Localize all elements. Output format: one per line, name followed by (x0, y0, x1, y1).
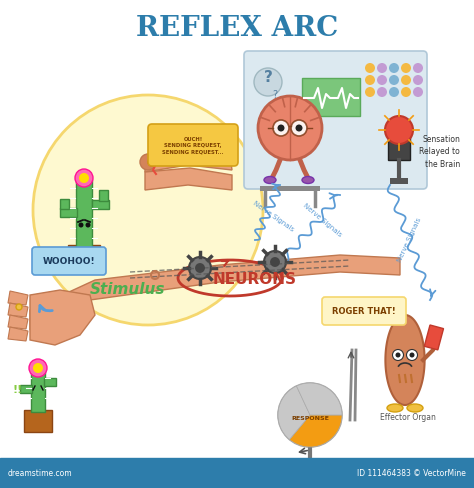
Circle shape (377, 87, 387, 97)
Ellipse shape (407, 404, 423, 412)
FancyBboxPatch shape (322, 297, 406, 325)
Polygon shape (8, 291, 28, 305)
Polygon shape (8, 303, 28, 317)
Circle shape (395, 352, 401, 358)
Circle shape (140, 154, 156, 170)
Circle shape (389, 87, 399, 97)
Text: RESPONSE: RESPONSE (291, 416, 329, 422)
Circle shape (189, 257, 211, 279)
Circle shape (79, 223, 83, 227)
Circle shape (377, 63, 387, 73)
Text: Nerve Signals: Nerve Signals (396, 217, 422, 263)
Text: NEURONS: NEURONS (213, 272, 297, 287)
Circle shape (401, 75, 411, 85)
Text: ID 111464383 © VectorMine: ID 111464383 © VectorMine (357, 468, 466, 477)
Ellipse shape (387, 404, 403, 412)
Circle shape (389, 75, 399, 85)
Circle shape (365, 63, 375, 73)
Ellipse shape (302, 177, 314, 183)
Circle shape (85, 223, 91, 227)
Text: Effector Organ: Effector Organ (380, 413, 436, 423)
Bar (296, 463, 324, 470)
Circle shape (413, 63, 423, 73)
Polygon shape (8, 315, 28, 329)
Circle shape (264, 251, 286, 273)
Text: ROGER THAT!: ROGER THAT! (332, 306, 396, 316)
Circle shape (389, 63, 399, 73)
Circle shape (33, 363, 43, 373)
Bar (424, 325, 444, 350)
Bar (60, 208, 77, 217)
Circle shape (407, 349, 418, 361)
Bar (0, 458, 474, 488)
Bar (388, 130, 410, 160)
Bar (302, 78, 360, 116)
Circle shape (413, 75, 423, 85)
Circle shape (401, 87, 411, 97)
Bar (60, 199, 69, 209)
Circle shape (273, 120, 289, 136)
Circle shape (392, 349, 403, 361)
Polygon shape (385, 315, 425, 405)
Text: REFLEX ARC: REFLEX ARC (136, 15, 338, 41)
Circle shape (148, 158, 156, 166)
Circle shape (365, 75, 375, 85)
FancyBboxPatch shape (244, 51, 427, 189)
Polygon shape (8, 327, 28, 341)
Circle shape (258, 96, 322, 160)
Polygon shape (30, 255, 400, 330)
Bar (24, 410, 52, 432)
FancyBboxPatch shape (32, 247, 106, 275)
Circle shape (278, 383, 342, 447)
Polygon shape (30, 290, 95, 345)
Circle shape (410, 352, 414, 358)
Circle shape (254, 68, 282, 96)
Circle shape (195, 263, 205, 273)
FancyBboxPatch shape (148, 124, 238, 166)
Circle shape (413, 87, 423, 97)
Circle shape (16, 304, 22, 310)
Bar (99, 190, 108, 201)
Circle shape (29, 359, 47, 377)
Text: Nerve Signals: Nerve Signals (252, 200, 295, 232)
Circle shape (401, 63, 411, 73)
Text: Stimulus: Stimulus (90, 283, 166, 298)
Wedge shape (290, 415, 342, 447)
Text: ?: ? (264, 70, 273, 85)
Text: OUCH!
SENDING REQUEST,
SENDING REQUEST...: OUCH! SENDING REQUEST, SENDING REQUEST..… (162, 137, 224, 155)
Circle shape (291, 120, 307, 136)
Circle shape (75, 169, 93, 187)
Polygon shape (145, 148, 232, 172)
Text: WOOHOO!: WOOHOO! (43, 257, 95, 265)
Text: Sensation
Relayed to
the Brain: Sensation Relayed to the Brain (419, 135, 460, 169)
Text: dreamstime.com: dreamstime.com (8, 468, 73, 477)
Bar (92, 200, 109, 209)
Bar (390, 178, 408, 184)
Circle shape (270, 257, 280, 267)
Polygon shape (145, 168, 232, 190)
Bar (44, 378, 56, 386)
Wedge shape (278, 386, 310, 440)
Bar (31, 370, 45, 412)
Text: Nerve Signals: Nerve Signals (301, 202, 342, 238)
Circle shape (277, 124, 284, 131)
Circle shape (377, 75, 387, 85)
Text: !!: !! (13, 385, 23, 395)
Circle shape (385, 116, 413, 144)
Bar (260, 186, 320, 191)
Circle shape (33, 95, 263, 325)
Wedge shape (296, 383, 342, 415)
Circle shape (365, 87, 375, 97)
Text: ?: ? (273, 90, 278, 100)
Bar (68, 245, 100, 269)
Circle shape (295, 124, 302, 131)
Circle shape (79, 173, 89, 183)
Bar (20, 385, 32, 393)
Ellipse shape (264, 177, 276, 183)
Bar (76, 180, 92, 248)
